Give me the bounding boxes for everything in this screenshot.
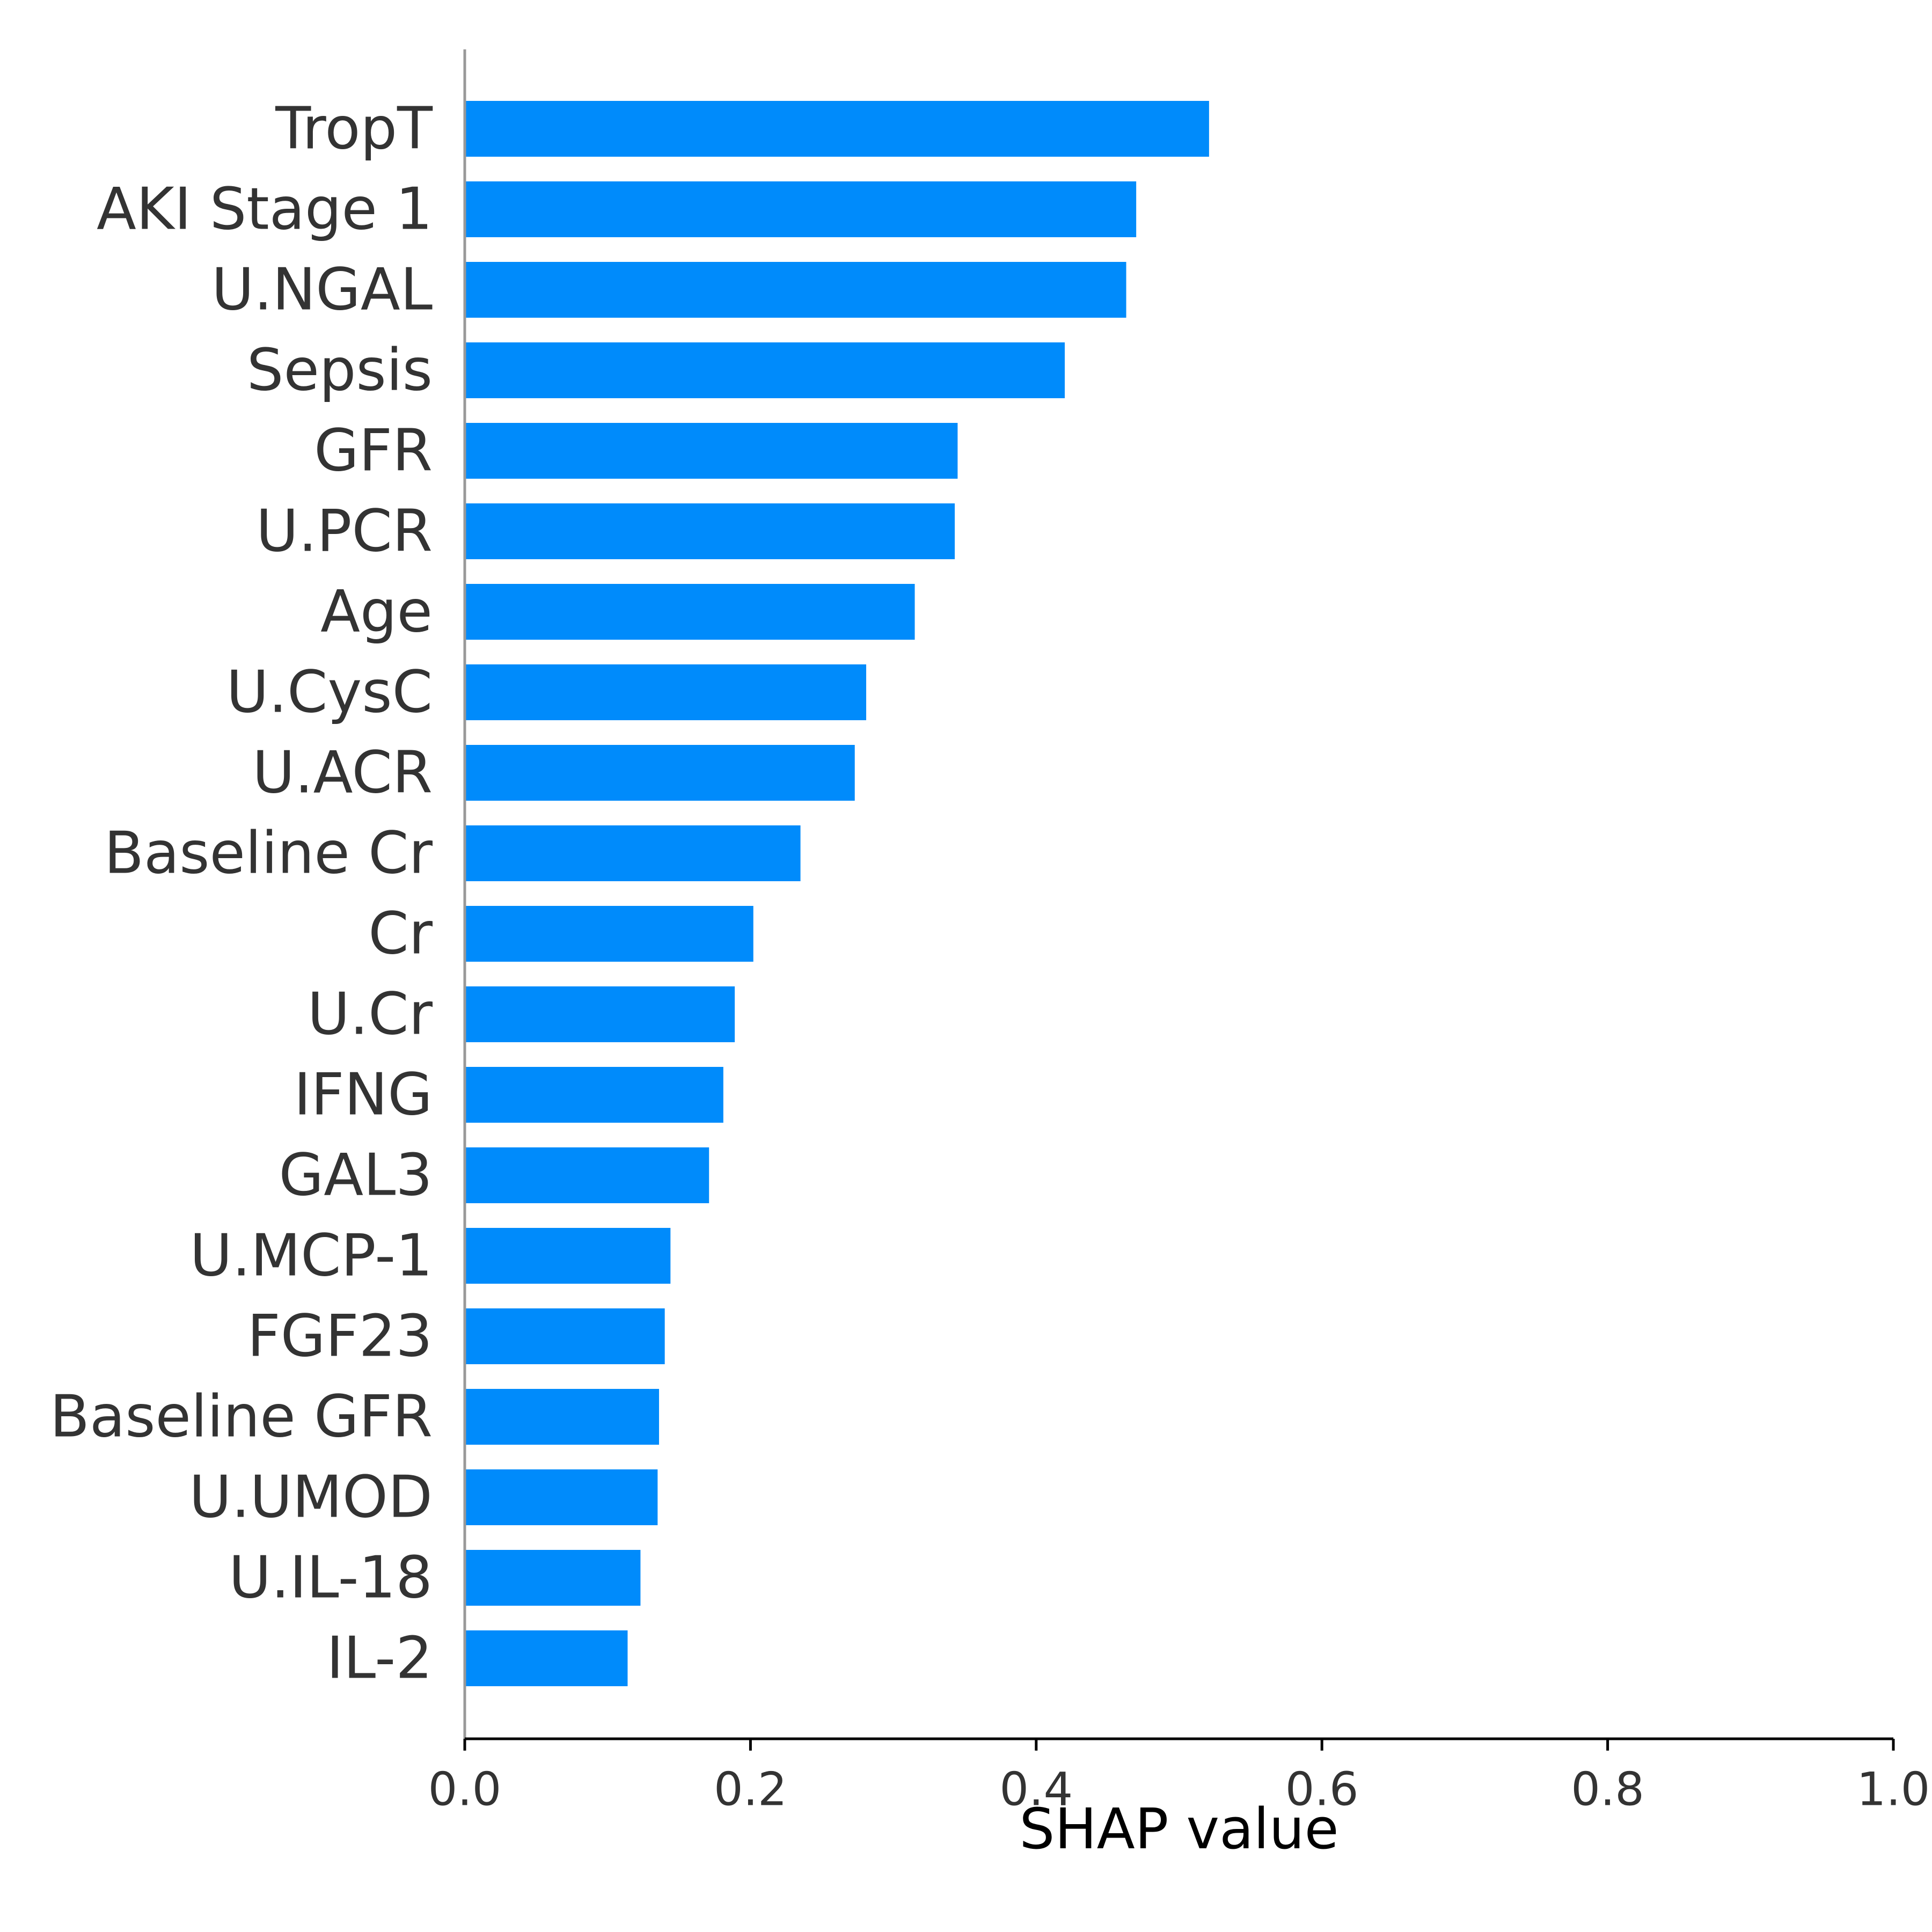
x-tick-label-0: 0.0 <box>428 1762 502 1816</box>
feature-label-9: Baseline Cr <box>104 820 433 887</box>
bar-9 <box>465 825 801 881</box>
bar-15 <box>465 1308 665 1364</box>
feature-label-19: IL-2 <box>326 1625 433 1692</box>
x-tick-label-2: 0.4 <box>999 1762 1073 1816</box>
feature-label-17: U.UMOD <box>189 1464 433 1531</box>
bar-18 <box>465 1550 641 1606</box>
feature-label-10: Cr <box>368 901 433 968</box>
x-axis-title: SHAP value <box>1019 1796 1338 1862</box>
feature-label-15: FGF23 <box>247 1303 433 1370</box>
bar-6 <box>465 584 915 640</box>
feature-label-7: U.CysC <box>226 659 433 726</box>
bar-12 <box>465 1067 723 1123</box>
feature-label-2: U.NGAL <box>211 257 433 324</box>
bar-4 <box>465 423 958 479</box>
x-tick-label-5: 1.0 <box>1857 1762 1930 1816</box>
feature-label-6: Age <box>320 579 433 646</box>
feature-label-14: U.MCP-1 <box>190 1223 433 1290</box>
bar-7 <box>465 664 867 720</box>
bar-13 <box>465 1147 709 1203</box>
bar-0 <box>465 101 1209 157</box>
x-tick-label-3: 0.6 <box>1285 1762 1359 1816</box>
bar-19 <box>465 1630 628 1686</box>
bar-10 <box>465 906 753 962</box>
bar-16 <box>465 1389 660 1445</box>
feature-label-5: U.PCR <box>256 498 433 565</box>
feature-label-3: Sepsis <box>247 337 433 404</box>
feature-label-12: IFNG <box>294 1062 433 1129</box>
feature-label-0: TropT <box>275 96 433 163</box>
bar-2 <box>465 262 1126 318</box>
feature-label-11: U.Cr <box>308 981 433 1048</box>
x-ticks-group: 0.0 0.2 0.4 0.6 0.8 1.0 <box>428 1739 1930 1816</box>
bar-14 <box>465 1228 671 1284</box>
feature-label-18: U.IL-18 <box>229 1545 433 1612</box>
x-tick-label-4: 0.8 <box>1571 1762 1644 1816</box>
bar-17 <box>465 1469 658 1525</box>
feature-labels-group: TropT AKI Stage 1 U.NGAL Sepsis GFR U.PCR Age U… <box>50 96 433 1692</box>
feature-label-16: Baseline GFR <box>50 1384 433 1451</box>
feature-label-8: U.ACR <box>252 740 433 807</box>
bar-1 <box>465 181 1137 237</box>
bar-11 <box>465 986 735 1042</box>
feature-label-1: AKI Stage 1 <box>97 176 433 243</box>
bar-3 <box>465 342 1065 398</box>
bars-group <box>465 101 1209 1686</box>
feature-label-4: GFR <box>314 418 433 485</box>
feature-label-13: GAL3 <box>279 1142 433 1209</box>
bar-8 <box>465 745 855 801</box>
x-tick-label-1: 0.2 <box>714 1762 787 1816</box>
bar-5 <box>465 503 955 559</box>
